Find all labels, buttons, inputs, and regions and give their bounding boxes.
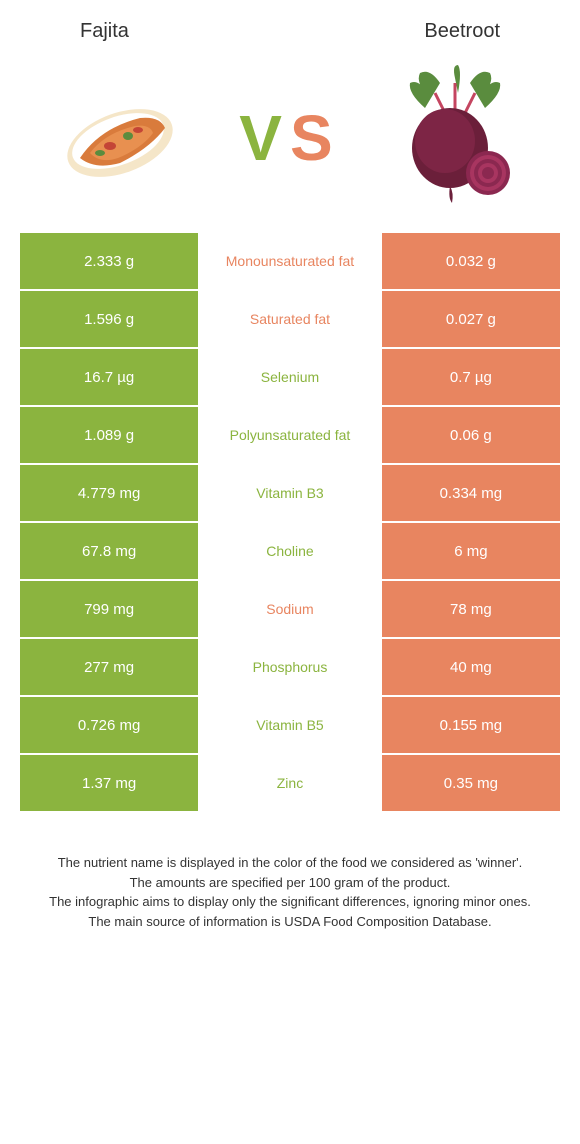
right-value-cell: 0.027 g bbox=[382, 291, 560, 349]
beetroot-image bbox=[380, 73, 530, 203]
table-row: 799 mgSodium78 mg bbox=[20, 581, 560, 639]
nutrient-label-cell: Phosphorus bbox=[198, 639, 382, 697]
footer-line: The main source of information is USDA F… bbox=[30, 912, 550, 932]
table-row: 4.779 mgVitamin B30.334 mg bbox=[20, 465, 560, 523]
nutrient-label-cell: Zinc bbox=[198, 755, 382, 813]
nutrient-label-cell: Vitamin B5 bbox=[198, 697, 382, 755]
right-value-cell: 0.35 mg bbox=[382, 755, 560, 813]
table-row: 2.333 gMonounsaturated fat0.032 g bbox=[20, 233, 560, 291]
footer-line: The amounts are specified per 100 gram o… bbox=[30, 873, 550, 893]
left-value-cell: 16.7 µg bbox=[20, 349, 198, 407]
right-value-cell: 0.334 mg bbox=[382, 465, 560, 523]
left-value-cell: 1.37 mg bbox=[20, 755, 198, 813]
left-value-cell: 4.779 mg bbox=[20, 465, 198, 523]
right-value-cell: 0.06 g bbox=[382, 407, 560, 465]
left-value-cell: 2.333 g bbox=[20, 233, 198, 291]
right-food-title: Beetroot bbox=[424, 20, 500, 43]
table-row: 277 mgPhosphorus40 mg bbox=[20, 639, 560, 697]
left-value-cell: 799 mg bbox=[20, 581, 198, 639]
table-row: 1.089 gPolyunsaturated fat0.06 g bbox=[20, 407, 560, 465]
left-value-cell: 1.596 g bbox=[20, 291, 198, 349]
right-value-cell: 0.032 g bbox=[382, 233, 560, 291]
left-value-cell: 277 mg bbox=[20, 639, 198, 697]
nutrient-label-cell: Monounsaturated fat bbox=[198, 233, 382, 291]
comparison-table: 2.333 gMonounsaturated fat0.032 g1.596 g… bbox=[20, 233, 560, 813]
footer-notes: The nutrient name is displayed in the co… bbox=[20, 813, 560, 931]
right-value-cell: 0.155 mg bbox=[382, 697, 560, 755]
vs-v-letter: V bbox=[239, 102, 290, 174]
images-row: VS bbox=[20, 53, 560, 233]
nutrient-label-cell: Sodium bbox=[198, 581, 382, 639]
footer-line: The infographic aims to display only the… bbox=[30, 892, 550, 912]
nutrient-label-cell: Choline bbox=[198, 523, 382, 581]
left-food-title: Fajita bbox=[80, 20, 129, 43]
table-row: 1.596 gSaturated fat0.027 g bbox=[20, 291, 560, 349]
vs-label: VS bbox=[239, 101, 340, 175]
table-row: 67.8 mgCholine6 mg bbox=[20, 523, 560, 581]
right-value-cell: 6 mg bbox=[382, 523, 560, 581]
right-value-cell: 0.7 µg bbox=[382, 349, 560, 407]
table-row: 0.726 mgVitamin B50.155 mg bbox=[20, 697, 560, 755]
right-value-cell: 78 mg bbox=[382, 581, 560, 639]
footer-line: The nutrient name is displayed in the co… bbox=[30, 853, 550, 873]
vs-s-letter: S bbox=[290, 102, 341, 174]
nutrient-label-cell: Saturated fat bbox=[198, 291, 382, 349]
nutrient-label-cell: Selenium bbox=[198, 349, 382, 407]
left-value-cell: 0.726 mg bbox=[20, 697, 198, 755]
nutrient-label-cell: Vitamin B3 bbox=[198, 465, 382, 523]
header: Fajita Beetroot bbox=[20, 20, 560, 53]
right-value-cell: 40 mg bbox=[382, 639, 560, 697]
left-value-cell: 67.8 mg bbox=[20, 523, 198, 581]
table-row: 16.7 µgSelenium0.7 µg bbox=[20, 349, 560, 407]
fajita-image bbox=[50, 73, 200, 203]
table-row: 1.37 mgZinc0.35 mg bbox=[20, 755, 560, 813]
left-value-cell: 1.089 g bbox=[20, 407, 198, 465]
nutrient-label-cell: Polyunsaturated fat bbox=[198, 407, 382, 465]
